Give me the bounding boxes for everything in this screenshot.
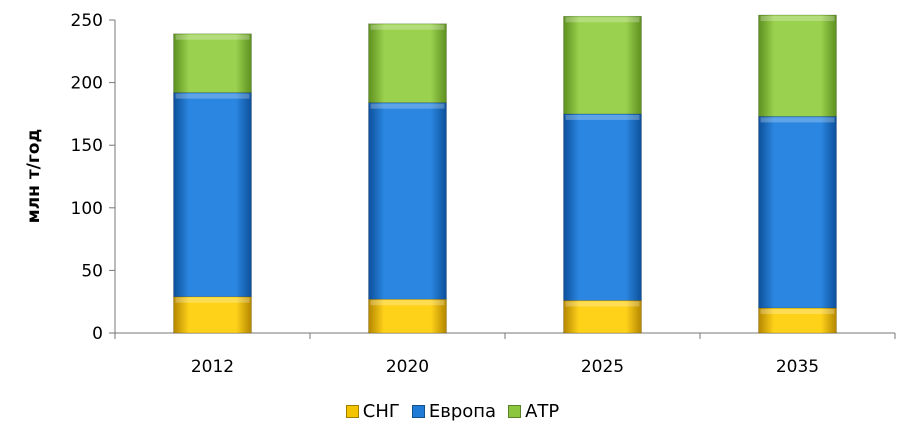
- bar-segment-0-2020: [368, 298, 447, 334]
- bar-segment-1-2025: [563, 113, 642, 301]
- bar-bevel-0-2012: [175, 297, 250, 303]
- bar-bevel-2-2035: [760, 15, 835, 21]
- bar-segment-2-2035: [758, 14, 837, 117]
- legend-swatch: [508, 405, 522, 418]
- legend-swatch: [345, 405, 359, 418]
- y-tick-label: 200: [71, 74, 103, 94]
- bar-bevel-1-2012: [175, 93, 250, 99]
- x-tick-label: 2035: [776, 357, 819, 377]
- bar-segment-1-2012: [173, 92, 252, 297]
- axes: 0 50 100 150 200 250 2012 2020 2025 2035: [71, 11, 896, 377]
- y-tick-label: 0: [92, 324, 103, 344]
- bar-bevel-2-2020: [370, 24, 445, 30]
- bar-segment-2-2025: [563, 15, 642, 115]
- legend: СНГ Европа АТР: [0, 401, 905, 423]
- legend-label: АТР: [525, 401, 560, 422]
- bar-bevel-0-2035: [760, 308, 835, 314]
- bar-bevel-0-2025: [565, 301, 640, 307]
- bar-bevel-1-2035: [760, 117, 835, 123]
- bar-bevel-1-2020: [370, 103, 445, 109]
- bar-segment-2-2012: [173, 33, 252, 93]
- bar-segment-2-2020: [368, 23, 447, 103]
- y-axis-title: млн т/год: [24, 129, 44, 223]
- legend-item: СНГ: [345, 401, 400, 422]
- bar-bevel-2-2025: [565, 17, 640, 23]
- bar-segment-1-2035: [758, 116, 837, 309]
- bars: [173, 14, 837, 334]
- x-tick-label: 2020: [386, 357, 429, 377]
- y-tick-label: 150: [71, 136, 103, 156]
- bar-segment-0-2035: [758, 307, 837, 334]
- legend-label: СНГ: [362, 401, 400, 422]
- legend-item: Европа: [411, 401, 497, 422]
- bar-bevel-0-2020: [370, 300, 445, 306]
- legend-label: Европа: [428, 401, 497, 422]
- y-tick-label: 250: [71, 11, 103, 31]
- bar-bevel-2-2012: [175, 34, 250, 40]
- y-tick-label: 50: [81, 261, 103, 281]
- legend-item: АТР: [508, 401, 559, 422]
- bar-segment-0-2012: [173, 296, 252, 334]
- y-tick-label: 100: [71, 199, 103, 219]
- legend-swatch: [411, 405, 425, 418]
- x-tick-label: 2012: [191, 357, 234, 377]
- bar-bevel-1-2025: [565, 114, 640, 120]
- x-tick-label: 2025: [581, 357, 624, 377]
- bar-segment-1-2020: [368, 102, 447, 300]
